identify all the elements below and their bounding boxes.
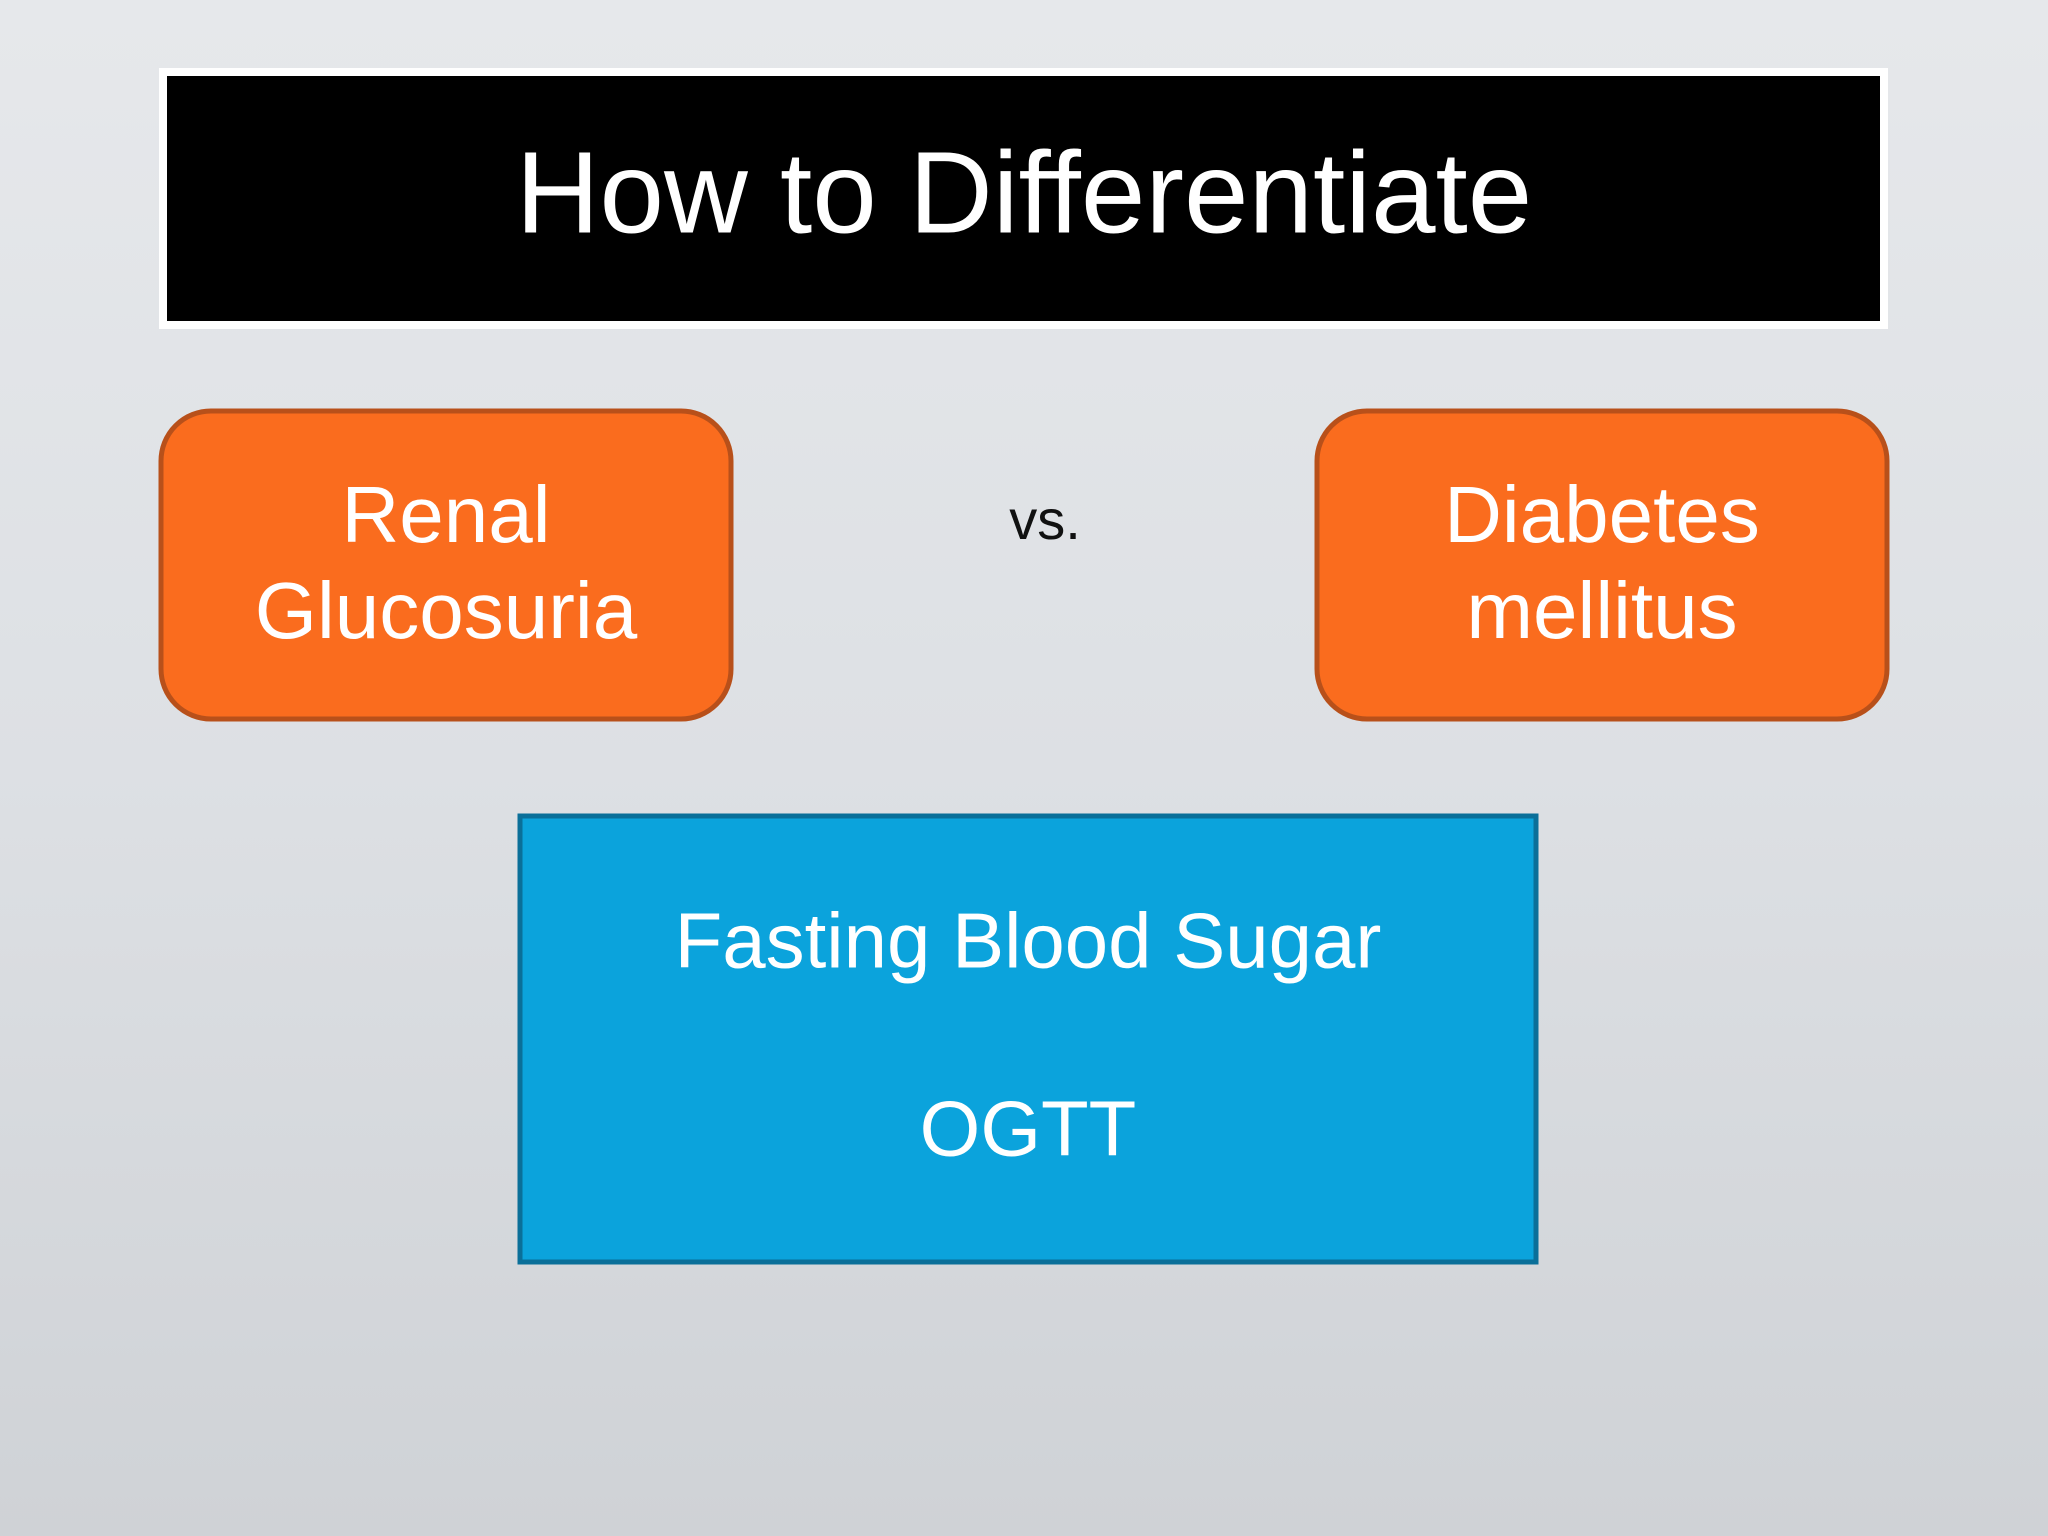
right-box-line: mellitus (1466, 566, 1737, 655)
center-box-line: OGTT (920, 1085, 1137, 1173)
title: How to Differentiate (516, 128, 1533, 258)
center-box-line: Fasting Blood Sugar (675, 897, 1382, 985)
right-box-line: Diabetes (1444, 470, 1760, 559)
left-box (158, 408, 734, 722)
title-box (159, 68, 1888, 329)
center-box (517, 813, 1539, 1265)
separator: vs. (1009, 488, 1081, 551)
left-box-line: Glucosuria (255, 566, 638, 655)
right-box (1314, 408, 1890, 722)
left-box-line: Renal (341, 470, 550, 559)
